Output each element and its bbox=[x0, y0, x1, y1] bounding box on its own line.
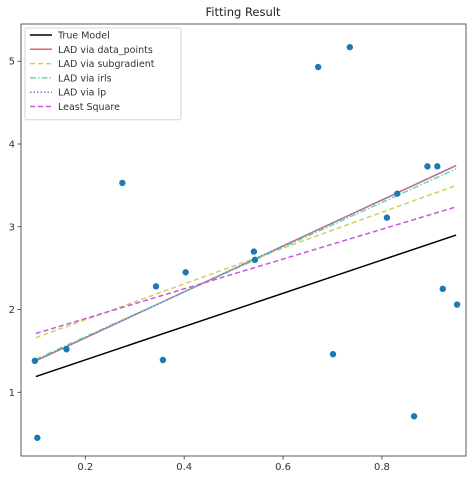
data-point bbox=[182, 269, 189, 276]
data-point bbox=[34, 434, 41, 441]
y-tick-label: 2 bbox=[9, 305, 15, 316]
data-points bbox=[31, 43, 461, 441]
data-point bbox=[63, 346, 70, 353]
y-tick-label: 4 bbox=[9, 140, 15, 151]
legend: True Model LAD via data_points LAD via sub… bbox=[24, 27, 182, 121]
data-point bbox=[152, 283, 160, 290]
data-point bbox=[314, 63, 322, 71]
data-point bbox=[434, 163, 441, 170]
x-axis: 0.2 0.4 0.6 0.8 bbox=[77, 456, 390, 473]
data-point bbox=[453, 301, 461, 308]
data-point bbox=[250, 248, 258, 255]
data-point bbox=[394, 190, 401, 197]
legend-box bbox=[24, 27, 182, 121]
data-point bbox=[346, 43, 354, 51]
data-point bbox=[329, 351, 337, 358]
data-point bbox=[383, 214, 391, 221]
data-point bbox=[31, 357, 39, 365]
legend-label: True Model bbox=[57, 31, 110, 42]
series-line-least-square bbox=[35, 206, 457, 335]
legend-label: LAD via subgradient bbox=[58, 59, 155, 70]
data-point bbox=[159, 356, 167, 364]
legend-label: LAD via irls bbox=[58, 73, 112, 84]
data-point bbox=[410, 413, 418, 420]
x-tick-label: 0.4 bbox=[176, 462, 192, 473]
plot-area bbox=[20, 23, 467, 457]
legend-label: LAD via lp bbox=[58, 88, 106, 99]
data-point bbox=[251, 256, 259, 264]
x-tick-label: 0.8 bbox=[374, 462, 390, 473]
data-point bbox=[119, 179, 126, 187]
fit-lines bbox=[35, 164, 457, 378]
x-tick-label: 0.2 bbox=[77, 462, 93, 473]
legend-label: LAD via data_points bbox=[58, 45, 153, 56]
y-tick-label: 1 bbox=[9, 388, 15, 399]
data-point bbox=[424, 163, 431, 170]
series-line-lad-via-lp bbox=[35, 164, 457, 362]
y-axis: 1 2 3 4 5 bbox=[9, 57, 21, 399]
legend-label: Least Square bbox=[58, 102, 120, 113]
chart-title: Fitting Result bbox=[206, 5, 281, 19]
x-tick-label: 0.6 bbox=[275, 462, 291, 473]
series-line-true-model bbox=[35, 234, 457, 378]
y-tick-label: 3 bbox=[9, 222, 15, 233]
data-point bbox=[439, 285, 446, 293]
y-tick-label: 5 bbox=[9, 57, 15, 68]
